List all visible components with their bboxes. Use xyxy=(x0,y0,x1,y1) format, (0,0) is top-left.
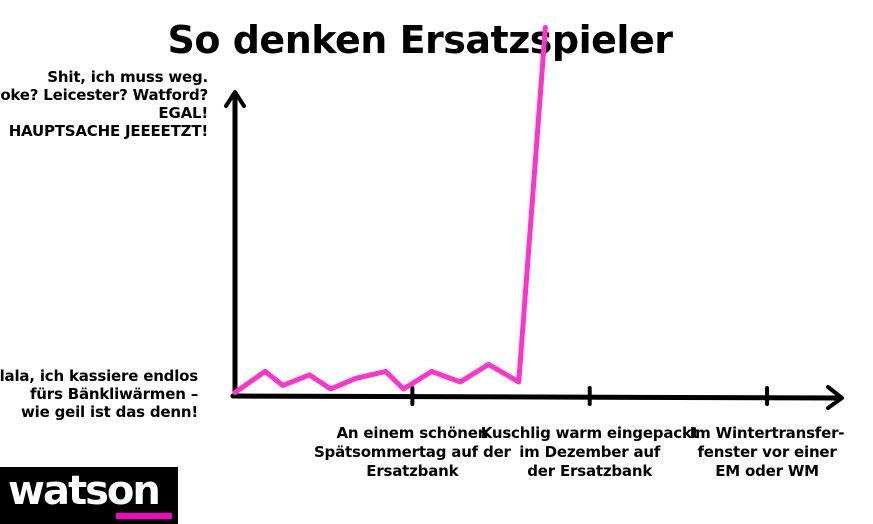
x-tick-label-line: fenster vor einer xyxy=(697,443,837,461)
y-axis-arrowhead xyxy=(224,90,246,108)
x-tick-label: An einem schönen Spätsommertag auf der Ers… xyxy=(314,424,511,481)
x-tick-label-line: An einem schönen xyxy=(336,424,489,442)
y-label-top-line: Shit, ich muss weg. xyxy=(47,68,208,86)
y-label-top-line: EGAL! xyxy=(158,104,208,122)
y-label-bottom-line: wie geil ist das denn! xyxy=(21,403,198,421)
x-axis xyxy=(230,393,841,401)
y-label-bottom: Lalala, ich kassiere endlos fürs Bänkliw… xyxy=(0,367,198,421)
x-tick-label-line: im Dezember auf xyxy=(519,443,661,461)
x-axis-arrowhead xyxy=(826,385,844,410)
watson-logo: watson xyxy=(0,467,178,524)
x-tick-label: Im Wintertransfer-fenster vor einer EM od… xyxy=(690,424,845,481)
y-label-bottom-line: fürs Bänkliwärmen – xyxy=(29,385,198,403)
y-label-top: Shit, ich muss weg. Stoke? Leicester? Wa… xyxy=(0,68,208,140)
series-line xyxy=(232,24,548,395)
y-label-top-line: HAUPTSACHE JEEEETZT! xyxy=(8,122,209,140)
chart-title: So denken Ersatzspieler xyxy=(167,18,673,62)
logo-text: watson xyxy=(8,468,161,514)
x-tick-label-line: Kuschlig warm eingepackt xyxy=(480,424,699,442)
y-label-top-line: Stoke? Leicester? Watford? xyxy=(0,86,208,104)
logo-accent-bar xyxy=(116,513,172,519)
x-tick-label-line: der Ersatzbank xyxy=(527,462,653,480)
x-tick-label-line: Im Wintertransfer- xyxy=(689,424,845,442)
x-tick-label: Kuschlig warm eingepackt im Dezember auf d… xyxy=(481,424,699,481)
x-tick-label-line: Ersatzbank xyxy=(366,462,459,480)
x-tick-label-line: Spätsommertag auf der xyxy=(313,443,511,461)
y-label-bottom-line: Lalala, ich kassiere endlos xyxy=(0,367,198,385)
x-tick-label-line: EM oder WM xyxy=(715,462,819,480)
